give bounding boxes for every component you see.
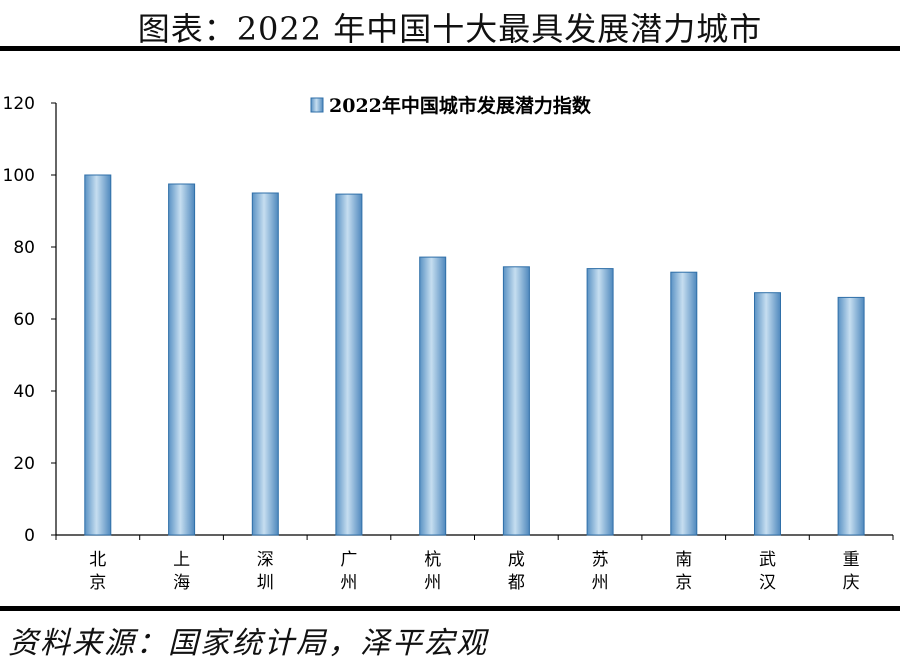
x-category-label: 杭 (424, 550, 441, 570)
x-category-label: 汉 (759, 573, 776, 593)
bar-8 (670, 271, 698, 536)
bar-9 (754, 292, 781, 536)
x-category-label: 州 (592, 573, 609, 593)
x-category-label: 重 (843, 550, 860, 570)
y-tick-label: 20 (13, 454, 35, 474)
x-category-label: 圳 (257, 573, 274, 593)
x-category-label: 苏 (592, 550, 609, 570)
y-tick-label: 80 (13, 238, 35, 258)
bar-1 (84, 174, 112, 536)
x-category-label: 京 (675, 573, 692, 593)
y-tick-label: 60 (13, 310, 35, 330)
x-category-label: 北 (89, 550, 106, 570)
bar-6 (502, 266, 530, 536)
bar-4 (335, 193, 363, 536)
x-category-label: 武 (759, 550, 776, 570)
x-category-label: 州 (424, 573, 441, 593)
chart-title: 图表：2022 年中国十大最具发展潜力城市 (137, 10, 763, 48)
x-category-label: 庆 (843, 573, 860, 593)
bar-7 (586, 268, 614, 536)
x-category-label: 成 (508, 550, 525, 570)
x-category-label: 深 (257, 550, 274, 570)
y-tick-label: 120 (3, 94, 35, 114)
x-category-label: 州 (340, 573, 357, 593)
x-category-label: 广 (340, 550, 357, 570)
x-category-label: 都 (508, 573, 525, 593)
y-tick-label: 0 (24, 526, 35, 546)
source-note: 资料来源：国家统计局，泽平宏观 (8, 626, 488, 661)
x-category-label: 上 (173, 550, 190, 570)
bar-5 (419, 256, 447, 536)
legend-swatch (310, 97, 324, 113)
x-category-label: 南 (675, 550, 692, 570)
top-rule (0, 46, 900, 51)
bar-2 (168, 183, 196, 536)
chart-legend: 2022年中国城市发展潜力指数 (310, 94, 592, 117)
legend-label: 2022年中国城市发展潜力指数 (329, 94, 592, 117)
bottom-rule (0, 606, 900, 611)
y-tick-label: 40 (13, 382, 35, 402)
y-tick-label: 100 (3, 166, 35, 186)
bar-3 (251, 192, 279, 536)
x-category-label: 海 (173, 573, 190, 593)
bar-10 (837, 296, 865, 536)
x-category-label: 京 (89, 573, 106, 593)
